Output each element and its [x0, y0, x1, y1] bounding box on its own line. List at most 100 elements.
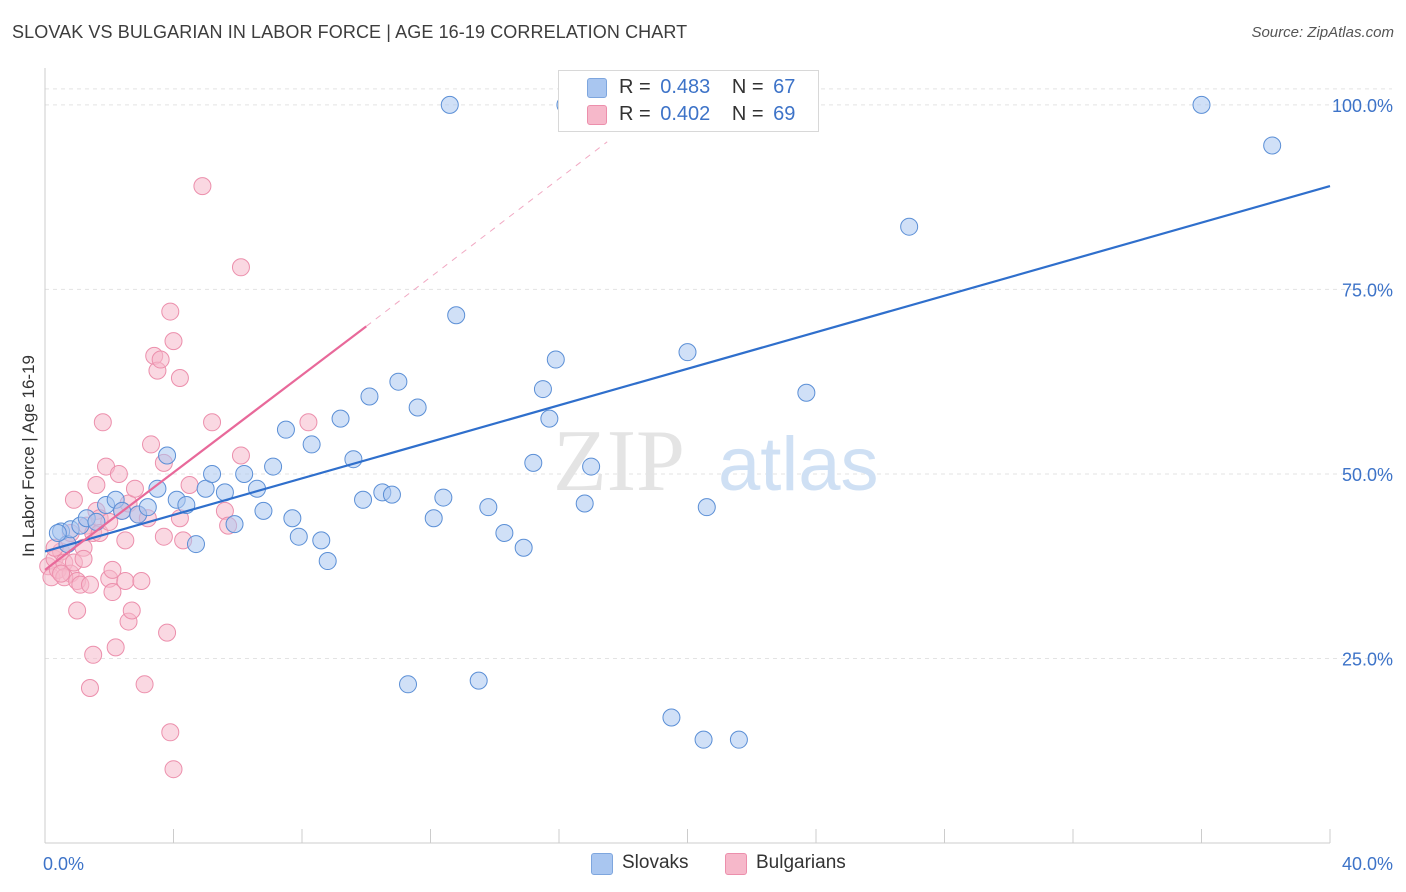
bottom-legend-label-bulgarians: Bulgarians — [756, 852, 846, 873]
data-point-slovaks — [203, 464, 222, 483]
data-point-bulgarians — [142, 435, 161, 454]
x-tick-label: 40.0% — [1342, 854, 1393, 874]
data-point-bulgarians — [161, 723, 180, 742]
y-tick-label: 75.0% — [1342, 280, 1393, 300]
data-point-slovaks — [87, 512, 106, 531]
data-point-slovaks — [148, 479, 167, 498]
data-point-slovaks — [186, 535, 205, 554]
data-point-bulgarians — [135, 675, 154, 694]
data-point-bulgarians — [231, 446, 250, 465]
legend-r-value-slovaks: 0.483 — [660, 76, 711, 98]
data-point-bulgarians — [84, 645, 103, 664]
data-point-bulgarians — [180, 476, 199, 495]
data-point-slovaks — [331, 409, 350, 428]
data-point-bulgarians — [93, 413, 112, 432]
legend-n-value-slovaks: 67 — [773, 76, 796, 98]
y-tick-label: 100.0% — [1332, 96, 1393, 116]
data-point-bulgarians — [64, 490, 83, 509]
data-point-slovaks — [546, 350, 565, 369]
data-point-slovaks — [302, 435, 321, 454]
bottom-legend-swatch-bulgarians — [725, 853, 747, 875]
data-point-slovaks — [678, 343, 697, 362]
data-point-bulgarians — [122, 601, 141, 620]
data-point-slovaks — [495, 524, 514, 542]
data-point-slovaks — [797, 383, 816, 402]
data-point-slovaks — [514, 538, 533, 557]
watermark-atlas: atlas — [718, 422, 879, 507]
data-point-slovaks — [158, 446, 177, 465]
data-point-slovaks — [479, 498, 498, 517]
data-point-slovaks — [694, 730, 713, 749]
data-point-slovaks — [354, 490, 373, 509]
legend-n-value-bulgarians: 69 — [773, 103, 796, 125]
data-point-slovaks — [138, 498, 157, 517]
data-point-slovaks — [382, 485, 401, 504]
data-point-slovaks — [1192, 95, 1211, 114]
data-point-bulgarians — [161, 302, 180, 321]
data-point-slovaks — [276, 420, 295, 439]
data-point-bulgarians — [80, 679, 99, 697]
legend-r-value-bulgarians: 0.402 — [660, 103, 711, 125]
data-point-slovaks — [697, 498, 716, 517]
data-point-slovaks — [254, 501, 273, 520]
data-point-bulgarians — [68, 601, 87, 620]
data-point-slovaks — [447, 306, 466, 325]
data-point-slovaks — [900, 217, 919, 236]
data-point-slovaks — [289, 527, 308, 546]
grid-lines — [45, 88, 1392, 659]
data-point-slovaks — [264, 457, 283, 476]
legend-r-label: R = — [619, 103, 651, 125]
legend-n-label: N = — [731, 103, 764, 125]
data-point-slovaks — [575, 494, 594, 513]
data-point-slovaks — [662, 708, 681, 727]
data-point-bulgarians — [164, 332, 183, 351]
data-point-bulgarians — [125, 479, 144, 498]
trend-line-bulgarians-extension — [365, 141, 608, 327]
bottom-legend-swatch-slovaks — [591, 853, 613, 875]
data-point-slovaks — [225, 515, 244, 534]
data-point-bulgarians — [164, 760, 183, 779]
legend-swatch-bulgarians — [587, 105, 607, 125]
watermark-zip: ZIP — [553, 413, 685, 510]
data-point-slovaks — [235, 464, 254, 483]
data-point-slovaks — [434, 488, 453, 507]
data-point-bulgarians — [231, 258, 250, 277]
data-point-slovaks — [424, 509, 443, 528]
data-point-bulgarians — [116, 531, 135, 550]
data-point-slovaks — [408, 398, 427, 417]
data-point-bulgarians — [74, 549, 93, 568]
data-point-bulgarians — [132, 571, 151, 590]
trend-lines — [44, 141, 1331, 571]
data-point-bulgarians — [154, 527, 173, 546]
data-point-slovaks — [399, 675, 418, 694]
data-point-slovaks — [540, 409, 559, 428]
data-point-slovaks — [469, 671, 488, 690]
data-point-slovaks — [533, 380, 552, 399]
data-point-bulgarians — [80, 575, 99, 594]
data-point-slovaks — [318, 552, 337, 571]
data-point-bulgarians — [87, 476, 106, 495]
data-point-bulgarians — [151, 350, 170, 369]
data-point-bulgarians — [106, 638, 125, 657]
data-point-slovaks — [360, 387, 379, 406]
data-point-slovaks — [524, 453, 543, 472]
data-point-slovaks — [389, 372, 408, 391]
data-point-bulgarians — [203, 413, 222, 432]
y-tick-label: 25.0% — [1342, 649, 1393, 669]
data-point-bulgarians — [158, 623, 177, 642]
legend-swatch-slovaks — [587, 78, 607, 98]
y-tick-label: 50.0% — [1342, 465, 1393, 485]
data-point-bulgarians — [109, 464, 128, 483]
data-point-slovaks — [312, 531, 331, 550]
data-point-bulgarians — [299, 413, 318, 432]
data-point-bulgarians — [52, 564, 71, 583]
correlation-legend: R = 0.483 N = 67 R = 0.402 N = 69 — [558, 70, 819, 132]
axes — [44, 68, 1331, 844]
trend-line-slovaks — [44, 185, 1331, 553]
chart-title: SLOVAK VS BULGARIAN IN LABOR FORCE | AGE… — [12, 22, 688, 42]
x-tick-label: 0.0% — [43, 854, 84, 874]
legend-n-label: N = — [731, 76, 764, 98]
data-point-bulgarians — [103, 560, 122, 579]
trend-line-bulgarians — [44, 325, 367, 571]
